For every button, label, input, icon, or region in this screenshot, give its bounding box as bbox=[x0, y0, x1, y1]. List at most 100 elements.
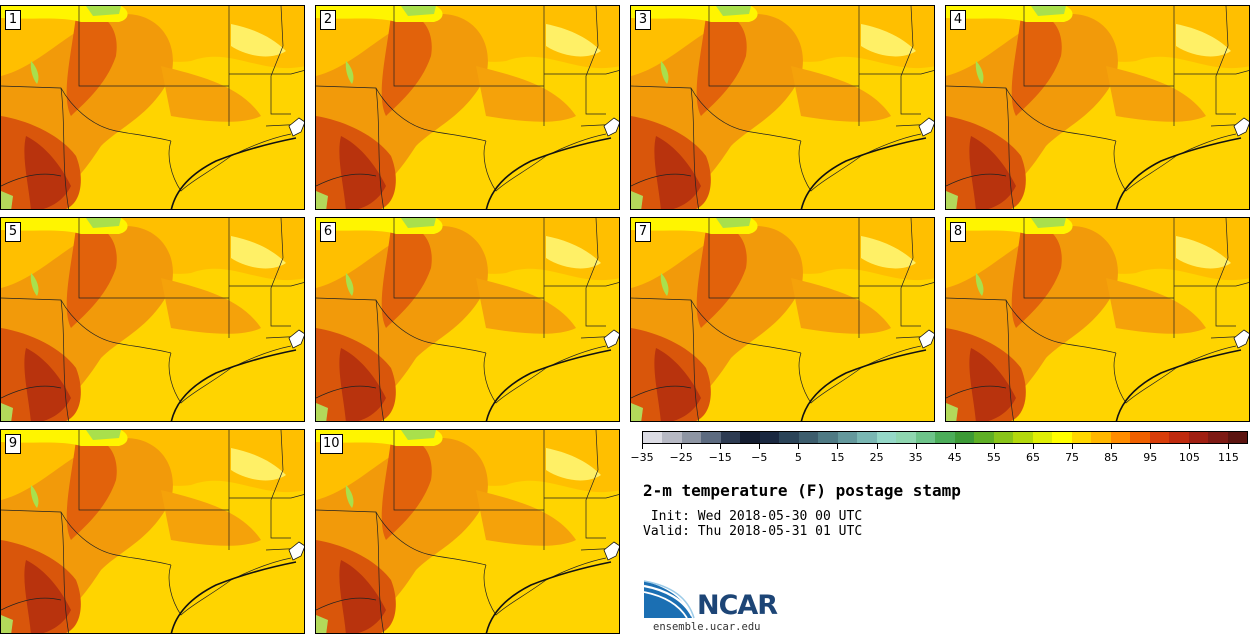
valid-time: Valid: Thu 2018-05-31 01 UTC bbox=[643, 524, 863, 539]
colorbar-tick bbox=[1150, 444, 1152, 449]
colorbar-tick-label: 5 bbox=[794, 451, 802, 464]
colorbar-swatch bbox=[1071, 432, 1092, 443]
member-panel-10: 10 bbox=[315, 429, 620, 634]
colorbar-swatch bbox=[798, 432, 819, 443]
colorbar-swatch bbox=[662, 432, 682, 443]
temperature-map bbox=[631, 218, 934, 421]
colorbar-tick-label: 75 bbox=[1065, 451, 1080, 464]
colorbar-tick bbox=[1189, 444, 1191, 449]
colorbar-swatch bbox=[1130, 432, 1150, 443]
colorbar-swatch bbox=[896, 432, 916, 443]
colorbar-swatch bbox=[837, 432, 858, 443]
member-number-badge: 6 bbox=[320, 222, 336, 242]
colorbar-swatch bbox=[779, 432, 799, 443]
colorbar-tick-label: 65 bbox=[1025, 451, 1040, 464]
temperature-map bbox=[631, 6, 934, 209]
colorbar-tick-label: −25 bbox=[669, 451, 693, 464]
colorbar-tick bbox=[681, 444, 683, 449]
colorbar-tick bbox=[1228, 444, 1230, 449]
colorbar-tick-label: 85 bbox=[1104, 451, 1119, 464]
member-panel-5: 5 bbox=[0, 217, 305, 422]
colorbar-tick bbox=[642, 444, 643, 449]
colorbar-swatch bbox=[915, 432, 936, 443]
temperature-map bbox=[316, 6, 619, 209]
colorbar-swatch bbox=[1208, 432, 1228, 443]
ncar-logo-text: NCAR bbox=[697, 590, 778, 621]
colorbar-swatch bbox=[701, 432, 721, 443]
member-number-badge: 8 bbox=[950, 222, 966, 242]
colorbar-tick bbox=[915, 444, 917, 449]
colorbar-tick bbox=[720, 444, 722, 449]
colorbar-tick-label: 95 bbox=[1143, 451, 1158, 464]
member-panel-8: 8 bbox=[945, 217, 1250, 422]
colorbar-tick bbox=[1032, 444, 1034, 449]
colorbar-tick-label: −5 bbox=[751, 451, 768, 464]
temperature-map bbox=[946, 6, 1249, 209]
member-panel-6: 6 bbox=[315, 217, 620, 422]
ncar-url: ensemble.ucar.edu bbox=[653, 621, 761, 633]
colorbar-swatch bbox=[974, 432, 994, 443]
member-number-badge: 2 bbox=[320, 10, 336, 30]
colorbar-tick-label: −35 bbox=[630, 451, 654, 464]
colorbar-tick-label: 115 bbox=[1217, 451, 1239, 464]
colorbar-swatch bbox=[681, 432, 702, 443]
colorbar-swatch bbox=[1052, 432, 1072, 443]
colorbar-tick bbox=[798, 444, 800, 449]
colorbar-tick-label: 105 bbox=[1178, 451, 1200, 464]
member-panel-3: 3 bbox=[630, 5, 935, 210]
member-number-badge: 9 bbox=[5, 434, 21, 454]
colorbar-swatch bbox=[643, 432, 663, 443]
colorbar-tick bbox=[993, 444, 995, 449]
member-panel-7: 7 bbox=[630, 217, 935, 422]
colorbar-swatch bbox=[1227, 432, 1248, 443]
temperature-map bbox=[1, 430, 304, 633]
member-panel-1: 1 bbox=[0, 5, 305, 210]
colorbar-tick-label: 55 bbox=[986, 451, 1001, 464]
colorbar-swatch bbox=[1091, 432, 1111, 443]
member-number-badge: 4 bbox=[950, 10, 966, 30]
colorbar-swatch bbox=[1149, 432, 1170, 443]
colorbar-swatch bbox=[993, 432, 1014, 443]
colorbar-tick bbox=[876, 444, 878, 449]
temperature-map bbox=[1, 218, 304, 421]
colorbar-swatch bbox=[740, 432, 760, 443]
colorbar-tick bbox=[1072, 444, 1074, 449]
colorbar-swatch bbox=[954, 432, 975, 443]
temperature-colorbar bbox=[642, 431, 1248, 444]
member-number-badge: 5 bbox=[5, 222, 21, 242]
colorbar-swatch bbox=[1013, 432, 1033, 443]
colorbar-swatch bbox=[935, 432, 955, 443]
member-number-badge: 10 bbox=[320, 434, 343, 454]
colorbar-swatch bbox=[1032, 432, 1053, 443]
colorbar-swatch bbox=[1169, 432, 1189, 443]
temperature-map bbox=[946, 218, 1249, 421]
ncar-logo-icon bbox=[643, 580, 695, 619]
colorbar-tick-labels: −35 −25 −15 −5 5 15 25 35 45 55 65 75 85 95 105 115 bbox=[630, 444, 1248, 464]
member-panel-4: 4 bbox=[945, 5, 1250, 210]
init-time: Init: Wed 2018-05-30 00 UTC bbox=[643, 509, 863, 524]
member-panel-2: 2 bbox=[315, 5, 620, 210]
colorbar-tick-label: 25 bbox=[869, 451, 884, 464]
member-number-badge: 3 bbox=[635, 10, 651, 30]
colorbar-swatch bbox=[857, 432, 877, 443]
colorbar-swatch bbox=[1110, 432, 1131, 443]
colorbar-swatch bbox=[759, 432, 780, 443]
colorbar-tick bbox=[759, 444, 761, 449]
colorbar-tick-label: −15 bbox=[708, 451, 732, 464]
colorbar-swatch bbox=[876, 432, 897, 443]
colorbar-tick-label: 35 bbox=[908, 451, 923, 464]
temperature-map bbox=[316, 218, 619, 421]
plot-title: 2-m temperature (F) postage stamp bbox=[643, 481, 961, 500]
temperature-map bbox=[1, 6, 304, 209]
colorbar-swatch bbox=[818, 432, 838, 443]
colorbar-tick-label: 45 bbox=[947, 451, 962, 464]
colorbar-tick-label: 15 bbox=[830, 451, 845, 464]
member-panel-9: 9 bbox=[0, 429, 305, 634]
colorbar-swatch bbox=[1188, 432, 1209, 443]
temperature-map bbox=[316, 430, 619, 633]
colorbar-tick bbox=[954, 444, 956, 449]
colorbar-swatch bbox=[720, 432, 741, 443]
colorbar-tick bbox=[1111, 444, 1113, 449]
member-number-badge: 7 bbox=[635, 222, 651, 242]
colorbar-tick bbox=[837, 444, 839, 449]
